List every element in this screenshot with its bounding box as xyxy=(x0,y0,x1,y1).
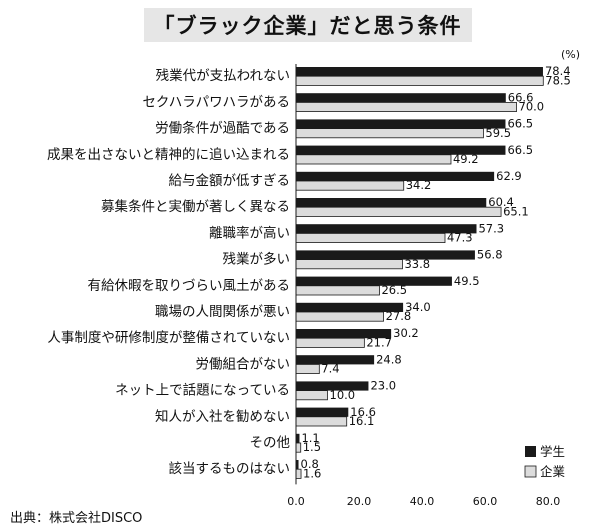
bar-student xyxy=(296,67,543,77)
bar-student xyxy=(296,198,487,208)
bar-company xyxy=(295,311,384,322)
category-labels: 残業代が支払われないセクハラパワハラがある労働条件が過酷である成果を出さないと精… xyxy=(47,68,290,477)
value-label-student: 60.4 xyxy=(488,195,514,209)
x-axis: 0.0 20.0 40.0 60.0 80.0 xyxy=(287,64,560,508)
bar-company xyxy=(295,232,446,243)
category-label: 募集条件と実働が著しく異なる xyxy=(101,198,290,215)
value-label-student: 78.4 xyxy=(545,64,571,78)
value-label-student: 66.6 xyxy=(508,90,534,104)
category-label: 成果を出さないと精神的に追い込まれる xyxy=(47,147,290,163)
bar-student xyxy=(296,460,299,470)
value-label-student: 57.3 xyxy=(478,221,504,235)
bar-student xyxy=(296,119,506,129)
bar-student xyxy=(296,329,392,339)
value-label-company: 65.1 xyxy=(503,204,529,218)
category-label: 該当するものはない xyxy=(169,461,291,477)
bar-company xyxy=(295,154,452,165)
bar-company xyxy=(295,128,484,139)
bar-company xyxy=(295,416,348,427)
value-label-company: 34.2 xyxy=(406,178,432,192)
bar-company xyxy=(295,259,403,270)
category-label: 職場の人間関係が悪い xyxy=(155,304,290,320)
title-wrap: 「ブラック企業」だと思う条件 xyxy=(0,8,615,42)
x-tick-label: 0.0 xyxy=(287,495,305,508)
value-label-company: 26.5 xyxy=(381,283,407,297)
legend-label-student: 学生 xyxy=(540,444,565,459)
bar-company xyxy=(295,102,517,113)
value-label-company: 49.2 xyxy=(453,152,479,166)
bar-student xyxy=(296,381,369,391)
chart-title: 「ブラック企業」だと思う条件 xyxy=(143,8,472,42)
category-label: 知人が入社を勧めない xyxy=(155,408,290,425)
x-tick-label: 60.0 xyxy=(473,495,498,508)
value-label-student: 66.5 xyxy=(507,143,533,157)
value-label-student: 30.2 xyxy=(393,326,419,340)
category-label: ネット上で話題になっている xyxy=(115,382,290,399)
bar-student xyxy=(296,302,404,312)
bar-student xyxy=(296,250,475,260)
value-label-student: 62.9 xyxy=(496,169,522,183)
value-label-student: 16.6 xyxy=(350,405,376,419)
legend-label-company: 企業 xyxy=(540,464,566,479)
category-label: 残業が多い xyxy=(223,251,291,268)
unit-label: (%) xyxy=(561,48,580,61)
value-label-student: 56.8 xyxy=(477,248,503,262)
legend-swatch-student xyxy=(525,446,536,457)
x-tick-label: 40.0 xyxy=(410,495,435,508)
value-label-company: 16.1 xyxy=(349,414,375,428)
bar-student xyxy=(296,276,452,286)
category-label: 労働条件が過酷である xyxy=(155,120,290,137)
bar-student xyxy=(296,171,495,181)
bar-company xyxy=(295,390,328,401)
bar-company xyxy=(295,180,405,191)
value-label-company: 70.0 xyxy=(519,100,545,114)
bar-company xyxy=(295,285,380,296)
bar-student xyxy=(296,355,375,365)
bar-company xyxy=(295,206,502,217)
bar-student xyxy=(296,407,349,417)
value-label-company: 21.7 xyxy=(366,335,392,349)
value-label-company: 47.3 xyxy=(447,231,473,245)
x-tick-label: 80.0 xyxy=(536,495,561,508)
category-label: 離職率が高い xyxy=(209,224,290,241)
value-labels: 78.478.566.670.066.559.566.549.262.934.2… xyxy=(301,64,571,480)
value-label-student: 34.0 xyxy=(405,300,431,314)
category-label: 給与金額が低すぎる xyxy=(169,173,291,189)
value-label-company: 1.5 xyxy=(303,440,321,454)
bar-company xyxy=(295,337,365,348)
value-label-student: 24.8 xyxy=(376,352,402,366)
value-label-company: 1.6 xyxy=(303,466,321,480)
x-tick-label: 20.0 xyxy=(347,495,372,508)
value-label-company: 7.4 xyxy=(321,362,339,376)
bar-student xyxy=(296,145,506,155)
bar-student xyxy=(296,433,300,443)
value-label-student: 49.5 xyxy=(454,274,480,288)
value-label-student: 0.8 xyxy=(301,457,319,471)
bar-company xyxy=(295,442,302,453)
bar-student xyxy=(296,224,477,234)
source-note: 出典：株式会社DISCO xyxy=(10,511,143,526)
category-label: 有給休暇を取りづらい風土がある xyxy=(88,278,291,294)
bar-company xyxy=(295,75,544,86)
category-label: 労働組合がない xyxy=(196,356,291,372)
category-label: 残業代が支払われない xyxy=(156,68,290,84)
category-label: その他 xyxy=(250,435,291,451)
value-label-student: 1.1 xyxy=(301,431,319,445)
bar-company xyxy=(295,363,320,374)
category-label: 人事制度や研修制度が整備されていない xyxy=(47,330,290,346)
value-label-company: 78.5 xyxy=(545,73,571,87)
value-label-student: 66.5 xyxy=(507,117,533,131)
bar-student xyxy=(296,93,506,103)
value-label-company: 33.8 xyxy=(404,257,430,271)
value-label-company: 27.8 xyxy=(386,309,412,323)
value-label-company: 59.5 xyxy=(485,126,511,140)
category-label: セクハラパワハラがある xyxy=(142,94,290,110)
value-label-company: 10.0 xyxy=(330,388,356,402)
legend-swatch-company xyxy=(524,465,537,478)
value-label-student: 23.0 xyxy=(370,379,396,393)
